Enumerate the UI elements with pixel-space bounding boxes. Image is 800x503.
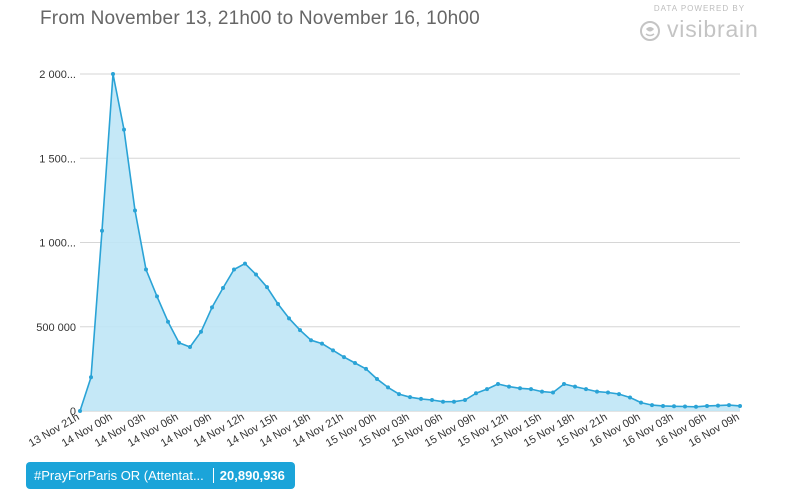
data-point	[639, 400, 643, 405]
data-point	[419, 396, 423, 401]
y-axis: 0 500 000 1 000... 1 500... 2 000...	[36, 69, 76, 418]
data-point	[155, 294, 159, 299]
data-point	[617, 392, 621, 397]
data-point	[606, 390, 610, 395]
series-area-fill	[80, 74, 740, 411]
data-point	[661, 403, 665, 408]
data-point	[529, 387, 533, 392]
y-tick-label: 1 500...	[39, 153, 76, 165]
area-chart: 0 500 000 1 000... 1 500... 2 000... 13 Nov …	[27, 69, 742, 450]
data-point	[111, 72, 115, 76]
data-point	[287, 316, 291, 321]
data-point	[430, 398, 434, 403]
brand-name: visibrain	[667, 16, 759, 42]
data-point	[320, 341, 324, 346]
data-point	[628, 395, 632, 400]
data-point	[694, 404, 698, 409]
data-point	[122, 127, 126, 132]
data-point	[672, 404, 676, 409]
data-point	[507, 384, 511, 389]
data-point	[650, 403, 654, 408]
data-point	[397, 392, 401, 397]
data-point	[408, 395, 412, 400]
visibrain-logo-icon	[640, 21, 660, 41]
legend-series-label: #PrayForParis OR (Attentat...	[34, 468, 204, 483]
series-points	[78, 72, 742, 413]
data-point	[683, 404, 687, 409]
data-point	[188, 344, 192, 349]
y-tick-label: 1 000...	[39, 238, 76, 250]
data-point	[144, 267, 148, 272]
data-point	[210, 305, 214, 310]
data-point	[474, 391, 478, 396]
data-point	[727, 403, 731, 408]
data-point	[705, 403, 709, 408]
legend-series-count: 20,890,936	[219, 468, 285, 483]
data-point	[496, 382, 500, 387]
data-point	[573, 384, 577, 389]
data-point	[298, 328, 302, 333]
data-point	[485, 387, 489, 392]
data-point	[364, 366, 368, 371]
data-point	[738, 403, 742, 408]
legend-series-badge[interactable]: #PrayForParis OR (Attentat... 20,890,936	[26, 462, 295, 489]
chart-title: From November 13, 21h00 to November 16, …	[40, 8, 480, 29]
data-point	[540, 389, 544, 394]
data-point	[353, 360, 357, 365]
y-tick-label: 0	[70, 406, 76, 418]
data-point	[100, 228, 104, 233]
data-point	[199, 329, 203, 334]
data-point	[452, 399, 456, 404]
data-point	[89, 375, 93, 380]
data-point	[265, 285, 269, 290]
data-point	[166, 319, 170, 324]
data-point	[243, 261, 247, 266]
data-point	[551, 390, 555, 395]
powered-by-label: DATA POWERED BY	[653, 4, 746, 13]
brand-logo: DATA POWERED BY visibrain	[637, 4, 762, 44]
data-point	[254, 272, 258, 277]
data-point	[562, 382, 566, 387]
data-point	[78, 409, 82, 413]
data-point	[232, 267, 236, 272]
data-point	[342, 355, 346, 360]
data-point	[177, 340, 181, 345]
data-point	[595, 389, 599, 394]
data-point	[221, 285, 225, 290]
legend-separator	[212, 468, 214, 483]
data-point	[331, 348, 335, 353]
data-point	[386, 385, 390, 390]
data-point	[463, 398, 467, 403]
y-tick-label: 500 000	[36, 322, 76, 334]
data-point	[133, 208, 137, 213]
data-point	[584, 387, 588, 392]
data-point	[309, 338, 313, 343]
data-point	[716, 403, 720, 408]
data-point	[375, 376, 379, 381]
data-point	[518, 386, 522, 391]
data-point	[441, 399, 445, 404]
y-tick-label: 2 000...	[39, 69, 76, 81]
data-point	[276, 302, 280, 307]
